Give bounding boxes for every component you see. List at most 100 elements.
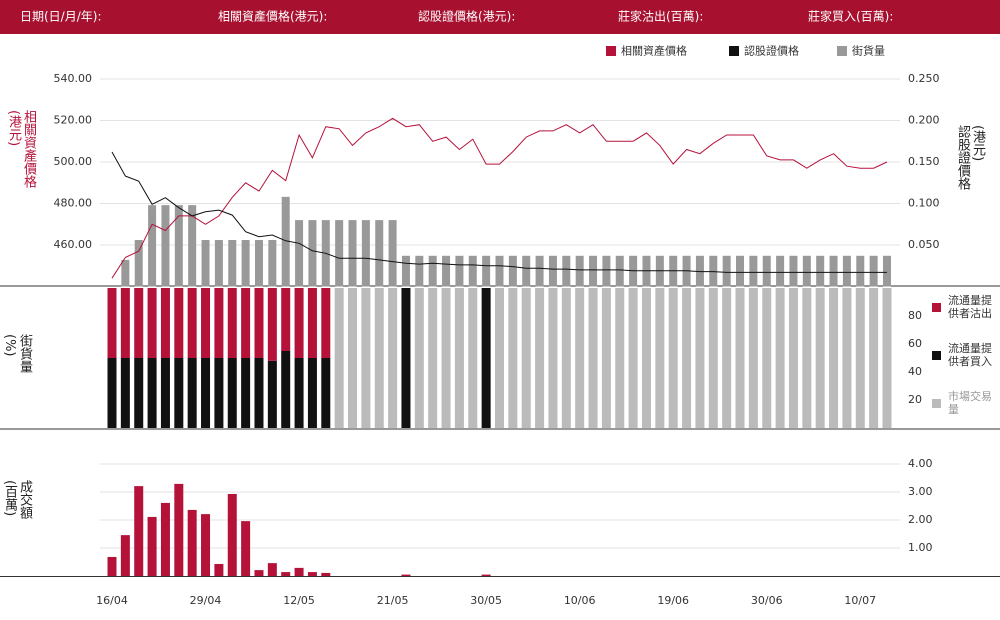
stack-bar [254, 358, 264, 428]
stack-bar [468, 288, 478, 428]
stack-bar [615, 288, 625, 428]
street-bar [254, 240, 263, 287]
stack-bar [120, 358, 130, 428]
legend-label: 街貨量 [852, 44, 885, 58]
y-tick-label: 60 [908, 337, 922, 350]
y-tick-label: 460.00 [54, 238, 93, 251]
stack-bar [748, 288, 758, 428]
y-tick-label: 520.00 [54, 114, 93, 127]
stack-bar [869, 288, 879, 428]
y-tick-label: 4.00 [908, 457, 933, 470]
turnover-bar [241, 521, 251, 576]
y2-tick-label: 0.200 [908, 114, 940, 127]
street-bar [375, 220, 384, 287]
stack-bar [428, 288, 438, 428]
stack-bar [454, 288, 464, 428]
y2-tick-label: 0.150 [908, 155, 940, 168]
stack-bar [307, 288, 317, 358]
stack-bar [120, 288, 130, 358]
stack-bar [535, 288, 545, 428]
street-bar [883, 255, 891, 287]
street-bar [134, 240, 143, 287]
x-tick-label: 29/04 [190, 594, 222, 607]
stack-bar [508, 288, 518, 428]
street-bar [388, 220, 397, 287]
turnover-bar [160, 502, 170, 576]
stack-bar [815, 288, 825, 428]
y-axis-title: 相關資產價格(港元) [6, 110, 36, 188]
stack-bar [641, 288, 651, 428]
stack-bar [134, 358, 144, 428]
street-bar [335, 220, 344, 287]
stack-bar [628, 288, 638, 428]
stack-bar [601, 288, 611, 428]
street-bar [522, 255, 531, 287]
legend-swatch [932, 351, 941, 360]
stack-bar [495, 288, 504, 428]
header-label: 相關資產價格(港元): [218, 9, 327, 24]
stack-bar [267, 360, 277, 428]
stack-bar [334, 288, 344, 428]
y-tick-label: 3.00 [908, 485, 933, 498]
stack-bar [735, 288, 745, 428]
stack-bar [388, 288, 398, 428]
stack-bar [174, 288, 184, 358]
stack-bar [294, 288, 304, 358]
legend-label: 市場交易量 [948, 390, 992, 416]
street-bar [121, 259, 130, 287]
stack-bar [575, 288, 585, 428]
stack-bar [134, 288, 144, 358]
street-bar [348, 220, 357, 287]
turnover-bar [107, 556, 117, 576]
legend-swatch [837, 46, 847, 56]
turnover-bar [187, 509, 197, 576]
stack-bar [201, 288, 211, 358]
turnover-bar [267, 563, 277, 576]
stack-bar [722, 288, 732, 428]
street-bar [842, 255, 851, 287]
street-bar [241, 240, 250, 287]
y-axis-title: 街貨量(%) [2, 334, 32, 373]
stack-bar [855, 288, 865, 428]
stack-bar [695, 288, 705, 428]
stack-bar [281, 351, 291, 428]
x-tick-label: 10/07 [844, 594, 876, 607]
street-bar [281, 196, 290, 287]
stack-bar [241, 358, 251, 428]
stack-bar [147, 358, 157, 428]
street-bar [722, 255, 731, 287]
x-tick-label: 12/05 [283, 594, 315, 607]
header-label: 日期(日/月/年): [20, 10, 102, 24]
street-bar [361, 220, 370, 287]
street-bar [548, 255, 557, 287]
street-bar [869, 255, 878, 287]
stack-bar [160, 358, 170, 428]
legend-swatch [606, 46, 616, 56]
turnover-bar [227, 493, 237, 576]
y-tick-label: 2.00 [908, 513, 933, 526]
street-bar [856, 255, 865, 287]
street-bar [535, 255, 544, 287]
x-tick-label: 10/06 [564, 594, 596, 607]
street-bar [508, 255, 517, 287]
turnover-bar [401, 574, 411, 576]
stack-bar [294, 358, 304, 428]
turnover-bar [201, 514, 211, 576]
street-bar [415, 255, 424, 287]
turnover-bar [307, 572, 317, 576]
street-bar [442, 255, 451, 287]
stack-bar [201, 358, 211, 428]
stack-bar [361, 288, 371, 428]
stack-bar [374, 288, 384, 428]
y-tick-label: 1.00 [908, 541, 933, 554]
stack-bar [441, 288, 451, 428]
price-line [111, 151, 887, 273]
y2-tick-label: 0.050 [908, 238, 940, 251]
street-bar [174, 205, 183, 287]
stack-bar [414, 288, 424, 428]
stack-bar [588, 288, 598, 428]
street-bar [468, 255, 477, 287]
header-label: 莊家買入(百萬): [808, 9, 893, 24]
turnover-bar [481, 574, 491, 576]
